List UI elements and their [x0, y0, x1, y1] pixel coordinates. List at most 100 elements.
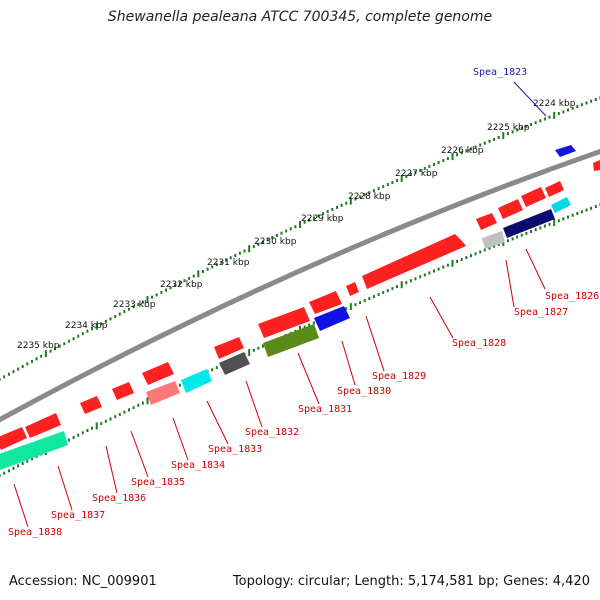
- minor-tick: [446, 157, 449, 161]
- minor-tick: [525, 231, 528, 235]
- gene-label[interactable]: Spea_1835: [131, 477, 185, 488]
- gene-feature[interactable]: [0, 431, 68, 470]
- minor-tick: [428, 164, 431, 168]
- minor-tick: [372, 189, 375, 193]
- minor-tick: [109, 417, 112, 421]
- gene-feature[interactable]: [545, 181, 564, 197]
- gene-feature[interactable]: [498, 199, 523, 219]
- minor-tick: [31, 457, 33, 461]
- gene-label[interactable]: Spea_1834: [171, 460, 225, 471]
- kbp-label: 2230 kbp: [254, 237, 297, 247]
- minor-tick: [460, 258, 463, 261]
- minor-tick: [67, 339, 70, 343]
- gene-feature[interactable]: [263, 324, 319, 357]
- gene-label[interactable]: Spea_1827: [514, 307, 568, 318]
- gene-feature[interactable]: [214, 337, 244, 359]
- minor-tick: [257, 242, 260, 246]
- gene-label[interactable]: Spea_1830: [337, 386, 391, 397]
- major-tick: [400, 281, 403, 289]
- minor-tick: [516, 235, 519, 239]
- minor-tick: [539, 226, 542, 230]
- gene-feature[interactable]: [258, 307, 310, 338]
- minor-tick: [377, 293, 380, 297]
- minor-tick: [548, 115, 551, 119]
- gene-feature[interactable]: [219, 352, 250, 375]
- gene-label[interactable]: Spea_1832: [245, 427, 299, 438]
- gene-feature[interactable]: [314, 306, 350, 331]
- minor-tick: [414, 277, 417, 281]
- gene-label[interactable]: Spea_1829: [372, 371, 426, 382]
- gene-label[interactable]: Spea_1837: [51, 510, 105, 521]
- label-leaders: [13, 248, 546, 528]
- outer-tick-row: [0, 96, 600, 381]
- minor-tick: [215, 263, 218, 267]
- gene-feature[interactable]: [181, 369, 212, 393]
- kbp-label: 2235 kbp: [17, 341, 60, 351]
- minor-tick: [405, 174, 408, 178]
- kbp-label: 2231 kbp: [207, 258, 250, 268]
- gene-feature[interactable]: [503, 209, 555, 238]
- minor-tick: [174, 283, 177, 287]
- gene-label[interactable]: Spea_1828: [452, 338, 506, 349]
- minor-tick: [137, 302, 140, 306]
- minor-tick: [243, 249, 246, 253]
- minor-tick: [437, 161, 440, 164]
- minor-tick: [419, 168, 422, 172]
- gene-feature[interactable]: [80, 396, 102, 414]
- minor-tick: [470, 254, 472, 258]
- minor-tick: [576, 105, 579, 108]
- minor-tick: [100, 422, 103, 426]
- minor-tick: [409, 279, 412, 283]
- gene-label[interactable]: Spea_1836: [92, 493, 146, 504]
- gene-label[interactable]: Spea_1833: [208, 444, 262, 455]
- minor-tick: [220, 260, 223, 264]
- minor-tick: [483, 141, 486, 145]
- gene-label[interactable]: Spea_1826: [545, 291, 599, 302]
- minor-tick: [252, 348, 255, 352]
- gene-feature[interactable]: [346, 282, 359, 296]
- minor-tick: [128, 408, 130, 412]
- minor-tick: [479, 250, 482, 254]
- gene-feature[interactable]: [476, 213, 497, 230]
- minor-tick: [377, 187, 380, 191]
- minor-tick: [178, 281, 181, 285]
- minor-tick: [12, 466, 15, 470]
- minor-tick: [77, 433, 80, 437]
- gene-feature[interactable]: [142, 362, 174, 385]
- minor-tick: [229, 256, 232, 260]
- gene-label[interactable]: Spea_1823: [473, 67, 527, 78]
- gene-feature[interactable]: [593, 160, 600, 171]
- kbp-label: 2233 kbp: [113, 300, 156, 310]
- gene-label[interactable]: Spea_1838: [8, 527, 62, 538]
- major-tick: [400, 174, 403, 182]
- gene-feature[interactable]: [362, 234, 466, 289]
- gene-feature[interactable]: [0, 427, 27, 450]
- minor-tick: [557, 112, 560, 116]
- minor-tick: [183, 279, 186, 283]
- minor-tick: [511, 130, 514, 134]
- gene-label[interactable]: Spea_1831: [298, 404, 352, 415]
- minor-tick: [465, 149, 468, 153]
- gene-feature[interactable]: [146, 381, 180, 405]
- gene-feature[interactable]: [551, 197, 571, 213]
- minor-tick: [132, 305, 135, 309]
- minor-tick: [520, 233, 523, 237]
- minor-tick: [234, 254, 237, 257]
- minor-tick: [590, 206, 593, 210]
- gene-feature[interactable]: [309, 291, 342, 314]
- minor-tick: [520, 126, 523, 130]
- minor-tick: [266, 238, 269, 242]
- minor-tick: [571, 213, 574, 217]
- minor-tick: [40, 354, 43, 358]
- minor-tick: [72, 337, 75, 341]
- gene-feature[interactable]: [25, 413, 61, 438]
- minor-tick: [285, 229, 288, 233]
- gene-feature[interactable]: [482, 231, 505, 249]
- gene-feature[interactable]: [555, 145, 576, 157]
- major-tick: [553, 111, 556, 119]
- gene-feature[interactable]: [112, 382, 134, 400]
- minor-tick: [123, 410, 126, 414]
- minor-tick: [433, 163, 435, 166]
- gene-feature[interactable]: [521, 187, 546, 207]
- minor-tick: [114, 415, 117, 419]
